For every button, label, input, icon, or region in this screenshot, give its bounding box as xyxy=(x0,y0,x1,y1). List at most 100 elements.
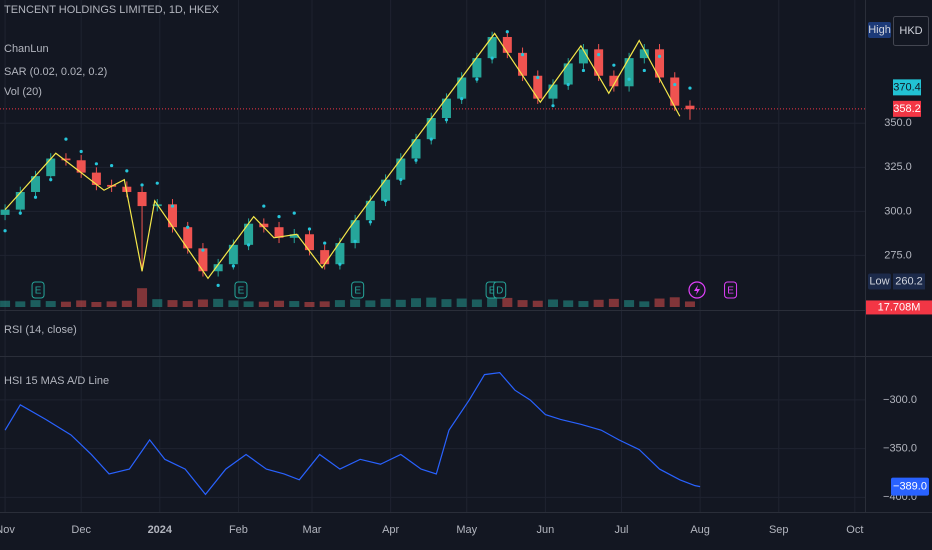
candle-body xyxy=(563,63,573,85)
sar-dot xyxy=(338,262,342,266)
x-tick-label: Nov xyxy=(0,524,15,536)
volume-bar xyxy=(137,288,148,307)
event-label: E xyxy=(489,286,496,297)
sar-dot xyxy=(490,56,494,60)
x-tick-label: Jun xyxy=(537,524,555,536)
candle-body xyxy=(472,58,482,78)
event-badge xyxy=(493,281,507,299)
volume-bar xyxy=(60,301,71,307)
x-tick-label: Mar xyxy=(303,524,322,536)
volume-bar xyxy=(547,299,558,307)
candle-body xyxy=(396,158,406,180)
y-tick-label: 275.0 xyxy=(884,249,912,261)
sar-dot xyxy=(64,137,68,141)
sar-dot xyxy=(673,82,677,87)
volume-bar xyxy=(350,299,361,307)
dividend-icon xyxy=(688,281,706,299)
volume-bar xyxy=(167,300,178,307)
sar-dot xyxy=(277,215,281,219)
volume-bar xyxy=(15,301,26,307)
volume-bar xyxy=(517,300,528,307)
volume-bar xyxy=(624,300,635,307)
sar-dot xyxy=(353,239,357,243)
volume-bar xyxy=(197,299,208,307)
candle-body xyxy=(289,234,299,238)
scale-low-value: 260.2 xyxy=(895,275,923,287)
candle-body xyxy=(487,36,497,59)
volume-bar xyxy=(456,298,467,307)
legend-entry: Vol (20) xyxy=(4,86,42,98)
volume-bar xyxy=(334,300,345,307)
volume-bar xyxy=(304,301,315,307)
sar-dot xyxy=(627,77,631,81)
scale-low-value-box xyxy=(893,273,925,290)
price-label-box xyxy=(893,79,921,96)
candle-body xyxy=(0,209,10,215)
price-label: 370.4 xyxy=(893,81,921,93)
candle-body xyxy=(31,176,41,192)
candle-body xyxy=(228,244,238,265)
volume-bar xyxy=(502,297,513,307)
x-tick-label: 2024 xyxy=(148,524,173,536)
y-tick-label: 350.0 xyxy=(884,117,912,129)
candle-body xyxy=(639,49,649,59)
sar-dot xyxy=(307,227,312,231)
candle-body xyxy=(46,158,56,177)
scale-high: High xyxy=(868,24,891,36)
candle-body xyxy=(137,191,147,207)
scale-low-box xyxy=(868,273,891,290)
volume-bar xyxy=(441,299,452,307)
event-badge xyxy=(31,281,45,299)
candle-body xyxy=(76,160,86,173)
candle-body xyxy=(533,75,543,99)
x-tick-label: Apr xyxy=(382,524,399,536)
sar-dot xyxy=(33,195,38,199)
sar-dot xyxy=(460,97,464,101)
candle-body xyxy=(335,243,345,265)
event-badge xyxy=(351,281,365,299)
price-label-box xyxy=(893,100,921,117)
sar-dot xyxy=(597,53,601,57)
candle-body xyxy=(91,172,101,185)
x-tick-label: Feb xyxy=(229,524,248,536)
x-tick-label: Dec xyxy=(71,524,91,536)
volume-bar xyxy=(152,299,163,307)
volume-bar xyxy=(243,301,254,307)
sar-dot xyxy=(368,220,372,224)
candle-body xyxy=(411,139,421,159)
sar-dot xyxy=(475,77,479,81)
candle-body xyxy=(655,49,665,78)
y-tick-label: −300.0 xyxy=(883,394,917,406)
event-badge xyxy=(724,281,738,299)
candle-body xyxy=(594,49,604,76)
volume-bar xyxy=(471,299,482,307)
scale-low: Low xyxy=(869,275,889,287)
candle-body xyxy=(381,179,391,201)
y-tick-label: −350.0 xyxy=(883,443,917,455)
sar-dot xyxy=(49,178,53,182)
currency-box[interactable] xyxy=(893,16,929,46)
volume-bar xyxy=(182,301,193,307)
sar-dot xyxy=(216,283,220,287)
x-tick-label: May xyxy=(456,524,477,536)
sar-dot xyxy=(246,243,251,247)
volume-bar xyxy=(669,297,680,307)
sar-dot xyxy=(79,149,83,154)
volume-bar xyxy=(380,298,391,307)
x-tick-label: Jul xyxy=(614,524,628,536)
volume-bar xyxy=(365,300,376,307)
volume-bar xyxy=(228,300,239,307)
volume-bar xyxy=(213,298,224,307)
volume-bar xyxy=(395,299,406,307)
candle-body xyxy=(183,227,193,249)
sar-dot xyxy=(110,163,114,168)
last-value-box xyxy=(891,477,929,496)
sar-dot xyxy=(186,225,190,229)
sar-dot xyxy=(414,158,418,162)
currency[interactable]: HKD xyxy=(899,25,922,37)
volume-bar xyxy=(563,300,574,307)
candle-body xyxy=(167,204,177,228)
candle-body xyxy=(365,200,375,221)
candle-body xyxy=(198,248,208,272)
